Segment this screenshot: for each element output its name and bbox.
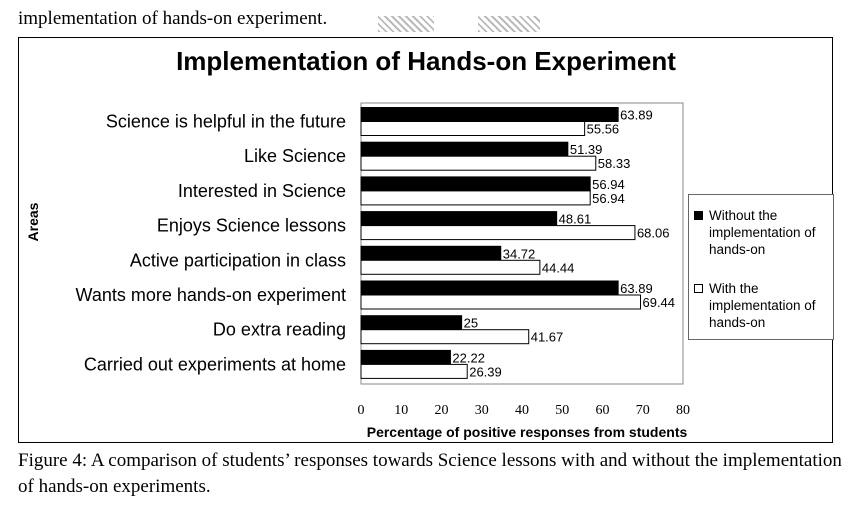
bar-with	[360, 190, 591, 206]
legend-item-without: Without the implementation of hands-on	[694, 207, 833, 258]
bar-with	[360, 259, 541, 275]
bar-without	[360, 349, 451, 365]
category-label: Like Science	[244, 146, 346, 166]
category-label: Enjoys Science lessons	[157, 216, 346, 236]
bar-with	[360, 329, 530, 345]
x-tick-label: 20	[435, 403, 449, 418]
category-label: Do extra reading	[213, 320, 346, 340]
figure-caption: Figure 4: A comparison of students’ resp…	[18, 450, 842, 497]
hatch-pattern	[378, 16, 434, 32]
bar-without	[360, 107, 619, 122]
bar-value-label: 22.22	[452, 350, 485, 365]
x-tick-label: 50	[555, 403, 569, 418]
category-label: Wants more hands-on experiment	[76, 285, 346, 305]
bar-with	[360, 155, 597, 171]
bar-without	[360, 211, 558, 227]
x-tick-label: 0	[358, 403, 365, 418]
bar-value-label: 55.56	[587, 122, 620, 137]
bar-value-label: 56.94	[592, 191, 625, 206]
bar-value-label: 63.89	[620, 281, 653, 296]
x-tick-label: 70	[636, 403, 650, 418]
category-label: Carried out experiments at home	[84, 354, 346, 374]
chart-legend: Without the implementation of hands-on W…	[688, 194, 834, 340]
bar-value-label: 34.72	[503, 246, 536, 261]
hatch-pattern	[478, 16, 540, 32]
legend-swatch-with	[694, 284, 703, 293]
legend-label-without: Without the implementation of hands-on	[709, 208, 816, 257]
bar-without	[360, 176, 591, 192]
bar-without	[360, 245, 502, 261]
legend-swatch-without	[694, 211, 703, 220]
legend-item-with: With the implementation of hands-on	[694, 280, 833, 331]
bar-without	[360, 280, 619, 296]
x-tick-label: 60	[596, 403, 610, 418]
bar-with	[360, 363, 468, 379]
bar-with	[360, 121, 586, 136]
x-axis-label: Percentage of positive responses from st…	[367, 424, 688, 440]
chart-title: Implementation of Hands-on Experiment	[176, 46, 676, 76]
bar-with	[360, 225, 636, 241]
bar-value-label: 44.44	[542, 260, 575, 275]
bar-value-label: 48.61	[559, 212, 592, 227]
category-label: Interested in Science	[178, 181, 346, 201]
bar-value-label: 58.33	[598, 156, 631, 171]
bar-value-label: 69.44	[642, 295, 675, 310]
bar-value-label: 26.39	[469, 364, 502, 379]
bar-with	[360, 294, 641, 310]
bar-value-label: 41.67	[531, 330, 564, 345]
x-tick-label: 30	[475, 403, 489, 418]
x-tick-label: 40	[515, 403, 529, 418]
bar-value-label: 68.06	[637, 226, 670, 241]
category-label: Science is helpful in the future	[106, 112, 346, 132]
bar-value-label: 51.39	[570, 142, 603, 157]
y-axis-label: Areas	[25, 202, 41, 241]
bar-without	[360, 141, 569, 157]
x-tick-label: 10	[394, 403, 408, 418]
bar-value-label: 63.89	[620, 108, 653, 123]
preceding-text-line: implementation of hands-on experiment.	[18, 8, 328, 29]
bar-without	[360, 315, 463, 331]
bar-value-label: 25	[464, 316, 478, 331]
legend-label-with: With the implementation of hands-on	[709, 281, 816, 330]
bar-value-label: 56.94	[592, 177, 625, 192]
category-label: Active participation in class	[130, 250, 346, 270]
x-tick-label: 80	[676, 403, 690, 418]
